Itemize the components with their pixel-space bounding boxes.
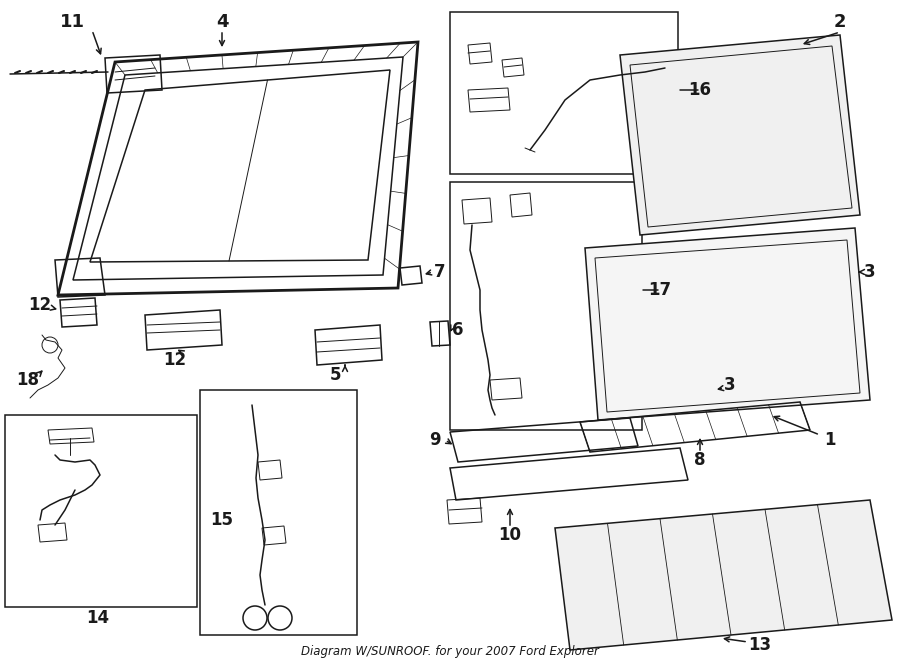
Text: 2: 2 xyxy=(833,13,846,31)
Polygon shape xyxy=(585,228,870,420)
Polygon shape xyxy=(620,35,860,235)
Text: 12: 12 xyxy=(29,296,51,314)
Circle shape xyxy=(836,268,844,276)
Text: 13: 13 xyxy=(749,636,771,654)
Text: 16: 16 xyxy=(688,81,712,99)
Polygon shape xyxy=(555,500,892,650)
Text: 7: 7 xyxy=(434,263,446,281)
Text: 8: 8 xyxy=(694,451,706,469)
Text: 15: 15 xyxy=(211,511,233,529)
Text: 10: 10 xyxy=(499,526,521,544)
Text: Diagram W/SUNROOF. for your 2007 Ford Explorer: Diagram W/SUNROOF. for your 2007 Ford Ex… xyxy=(302,645,598,658)
Text: 1: 1 xyxy=(824,431,836,449)
Text: 18: 18 xyxy=(16,371,40,389)
Text: 9: 9 xyxy=(429,431,441,449)
Text: 6: 6 xyxy=(453,321,464,339)
Text: 4: 4 xyxy=(216,13,229,31)
Text: 11: 11 xyxy=(59,13,85,31)
Text: 12: 12 xyxy=(164,351,186,369)
Text: 3: 3 xyxy=(864,263,876,281)
Text: 3: 3 xyxy=(724,376,736,394)
Text: 14: 14 xyxy=(86,609,110,627)
Circle shape xyxy=(696,386,704,394)
Text: 17: 17 xyxy=(648,281,671,299)
Text: 5: 5 xyxy=(329,366,341,384)
